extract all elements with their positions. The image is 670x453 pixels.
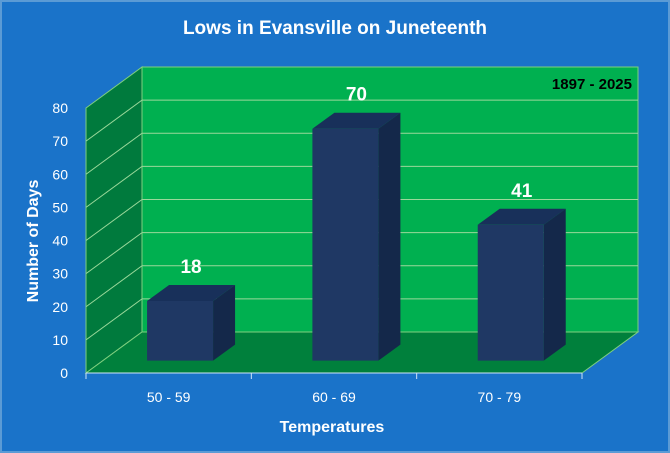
gridline-side bbox=[85, 165, 143, 208]
gridline-side bbox=[85, 99, 143, 142]
y-tick-label: 0 bbox=[60, 365, 68, 381]
gridline-side bbox=[85, 132, 143, 175]
bar-top bbox=[312, 112, 401, 129]
y-axis-title: Number of Days bbox=[25, 180, 42, 303]
bar bbox=[477, 208, 566, 361]
x-axis-ticks: 50 - 59 60 - 69 70 - 79 bbox=[85, 372, 583, 405]
chart-subtitle: 1897 - 2025 bbox=[552, 76, 632, 93]
gridline-side bbox=[85, 265, 143, 308]
x-axis-title: Temperatures bbox=[280, 419, 385, 436]
data-label: 18 bbox=[180, 257, 201, 278]
y-tick-label: 50 bbox=[52, 199, 68, 215]
data-label: 70 bbox=[346, 85, 367, 106]
bars bbox=[147, 112, 566, 361]
bar-front bbox=[147, 300, 214, 361]
y-tick-label: 60 bbox=[52, 166, 68, 182]
bar bbox=[312, 112, 401, 361]
y-tick-label: 80 bbox=[52, 100, 68, 116]
x-tick-label: 50 - 59 bbox=[147, 389, 191, 405]
y-tick-label: 70 bbox=[52, 133, 68, 149]
y-tick-label: 30 bbox=[52, 266, 68, 282]
x-tick-label: 70 - 79 bbox=[478, 389, 522, 405]
gridline-side bbox=[85, 298, 143, 341]
bar-side bbox=[213, 284, 236, 361]
y-axis-ticks: 0 10 20 30 40 50 60 70 80 bbox=[52, 100, 68, 381]
gridline-side bbox=[85, 232, 143, 275]
y-tick-label: 10 bbox=[52, 332, 68, 348]
x-tick-label: 60 - 69 bbox=[312, 389, 356, 405]
y-tick-label: 20 bbox=[52, 299, 68, 315]
bar-top bbox=[477, 208, 566, 225]
data-label: 41 bbox=[511, 181, 533, 202]
y-tick-label: 40 bbox=[52, 233, 68, 249]
data-labels: 18 70 41 bbox=[180, 85, 532, 278]
chart-title: Lows in Evansville on Juneteenth bbox=[183, 18, 487, 39]
bar-front bbox=[312, 128, 379, 361]
gridline-side bbox=[85, 199, 143, 241]
bar bbox=[147, 284, 236, 361]
bar-top bbox=[147, 284, 236, 301]
bar-side bbox=[543, 208, 566, 361]
bar-side bbox=[378, 112, 401, 361]
bar-front bbox=[477, 224, 544, 361]
